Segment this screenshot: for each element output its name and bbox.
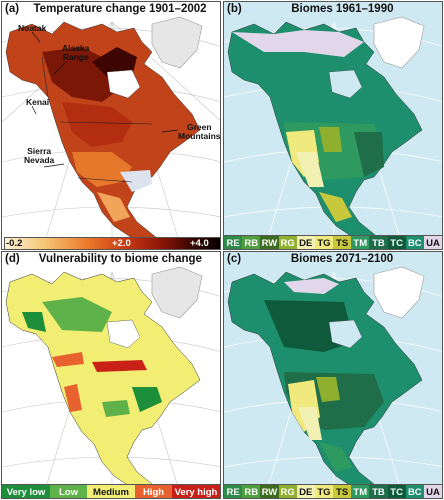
biome-legend-tm: TM [351, 485, 370, 498]
biome-legend-tc: TC [387, 236, 406, 249]
vulnerability-legend-low: Low [50, 485, 87, 498]
temp-scale-mid: +2.0 [112, 238, 131, 249]
biome-legend-c: RE RB RW RG DE TG TS TM TB TC BC UA [224, 484, 442, 498]
place-noatak: Noatak [18, 23, 47, 33]
biome-map-1961 [224, 16, 442, 249]
panel-c-title: (c) Biomes 2071–2100 [227, 253, 439, 265]
place-kenai: Kenai [26, 97, 50, 107]
temp-scale-min: -0.2 [6, 238, 23, 249]
panel-c-letter: (c) [227, 253, 242, 265]
panel-a-temperature-change: (a) Temperature change 1901–2002 Noatak … [1, 1, 221, 250]
biome-legend-rw: RW [260, 485, 279, 498]
biome-legend-de: DE [296, 485, 315, 498]
biome-legend-de: DE [296, 236, 315, 249]
biome-legend-b: RE RB RW RG DE TG TS TM TB TC BC UA [224, 235, 442, 249]
biome-legend-tc: TC [387, 485, 406, 498]
biome-legend-tm: TM [351, 236, 370, 249]
biome-legend-bc: BC [405, 236, 424, 249]
place-sierra-nevada: Sierra Nevada [24, 146, 55, 165]
biome-legend-tg: TG [314, 485, 334, 498]
panel-b-title-text: Biomes 1961–1990 [291, 3, 394, 15]
biome-legend-ts: TS [333, 236, 352, 249]
biome-legend-tb: TB [369, 236, 388, 249]
panel-d-title: (d) Vulnerability to biome change [5, 253, 217, 265]
panel-a-title-text: Temperature change 1901–2002 [33, 3, 207, 15]
vulnerability-legend: Very low Low Medium High Very high [2, 484, 220, 498]
biome-legend-ua: UA [423, 485, 442, 498]
biome-legend-tg: TG [314, 236, 334, 249]
vulnerability-legend-very-high: Very high [171, 485, 220, 498]
hudson-bay [106, 69, 141, 99]
vulnerability-legend-medium: Medium [86, 485, 136, 498]
biome-legend-rg: RG [278, 236, 297, 249]
vulnerability-map [2, 266, 220, 498]
panel-d-vulnerability: (d) Vulnerability to biome change Very l… [1, 251, 221, 499]
vulnerability-legend-very-low: Very low [2, 485, 51, 498]
biome-legend-ts: TS [333, 485, 352, 498]
temperature-scale-bar [4, 237, 220, 249]
panel-b-letter: (b) [227, 3, 242, 15]
biome-legend-rb: RB [242, 236, 261, 249]
biome-legend-re: RE [224, 485, 243, 498]
place-leader-lines [31, 31, 179, 168]
temp-scale-max: +4.0 [190, 238, 209, 249]
panel-d-letter: (d) [5, 253, 20, 265]
panel-c-biomes-2071-2100: (c) Biomes 2071–2100 RE RB RW RG DE TG TS TM TB T… [223, 251, 443, 499]
panel-a-letter: (a) [5, 3, 20, 15]
biome-legend-tb: TB [369, 485, 388, 498]
biome-legend-ua: UA [423, 236, 442, 249]
biome-map-2071 [224, 266, 442, 498]
temperature-map [2, 16, 220, 249]
panel-b-title: (b) Biomes 1961–1990 [227, 3, 439, 15]
panel-a-title: (a) Temperature change 1901–2002 [5, 3, 217, 15]
panel-d-title-text: Vulnerability to biome change [38, 253, 202, 265]
biome-legend-re: RE [224, 236, 243, 249]
panel-b-biomes-1961-1990: (b) Biomes 1961–1990 RE RB RW RG DE TG TS TM TB T… [223, 1, 443, 250]
panel-c-title-text: Biomes 2071–2100 [290, 253, 394, 265]
vulnerability-legend-high: High [135, 485, 172, 498]
greenland-shape [151, 16, 203, 69]
biome-legend-rb: RB [242, 485, 261, 498]
biome-legend-rg: RG [278, 485, 297, 498]
place-green-mountains: Green Mountains [178, 122, 221, 141]
place-alaska-range: Alaska Range [62, 43, 90, 62]
biome-legend-bc: BC [405, 485, 424, 498]
biome-legend-rw: RW [260, 236, 279, 249]
